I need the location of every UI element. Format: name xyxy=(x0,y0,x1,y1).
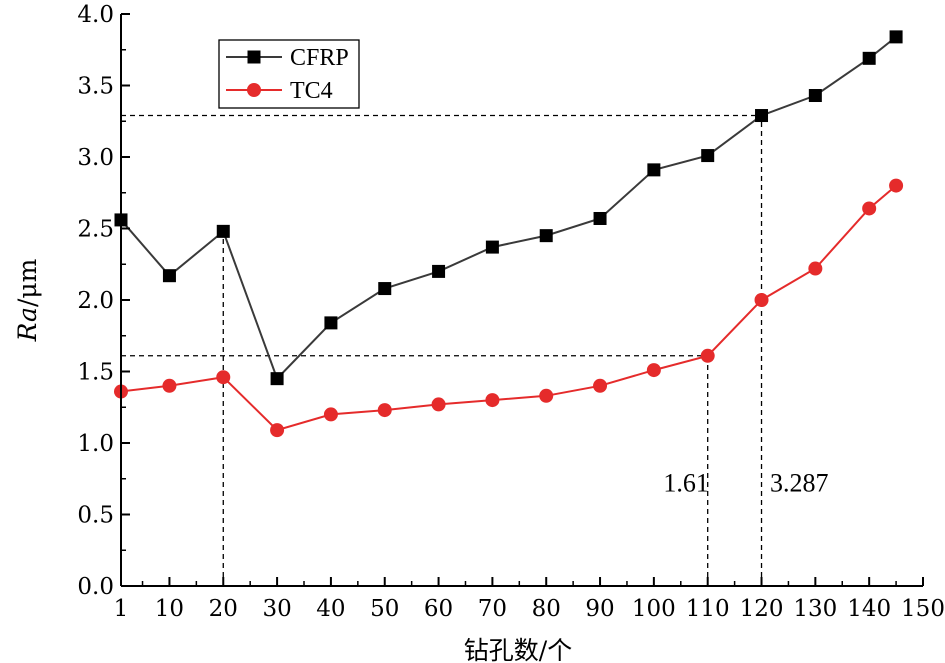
data-point-cfrp xyxy=(216,224,230,238)
x-tick-label: 40 xyxy=(316,596,345,622)
data-point-cfrp xyxy=(755,109,769,123)
x-tick-label: 110 xyxy=(686,596,730,622)
data-point-cfrp xyxy=(808,89,822,103)
y-axis-title: Ra/μm xyxy=(13,258,42,342)
legend-label-tc4: TC4 xyxy=(290,78,333,104)
y-tick-label: 3.5 xyxy=(77,74,114,100)
legend-box xyxy=(218,39,360,109)
data-point-cfrp xyxy=(324,316,338,330)
x-tick-label: 30 xyxy=(262,596,291,622)
data-point-cfrp xyxy=(378,282,392,296)
data-point-tc4 xyxy=(646,363,661,378)
y-tick-label: 3.0 xyxy=(77,145,114,171)
x-tick-label: 50 xyxy=(370,596,399,622)
y-tick-label: 0.0 xyxy=(77,574,114,600)
y-tick-label: 1.5 xyxy=(77,360,114,386)
x-tick-label: 70 xyxy=(478,596,507,622)
y-tick-label: 0.5 xyxy=(77,503,114,529)
data-point-cfrp xyxy=(593,211,607,225)
data-point-tc4 xyxy=(889,178,904,193)
data-point-cfrp xyxy=(432,264,446,278)
data-point-cfrp xyxy=(539,229,553,243)
x-tick-label: 100 xyxy=(632,596,676,622)
data-point-tc4 xyxy=(485,393,500,408)
series-line-cfrp xyxy=(120,36,897,381)
series-layer xyxy=(114,30,904,438)
data-point-tc4 xyxy=(431,397,446,412)
data-point-tc4 xyxy=(270,423,285,438)
y-tick-label: 2.0 xyxy=(77,288,114,314)
data-point-tc4 xyxy=(593,378,608,393)
data-point-cfrp xyxy=(647,163,661,177)
x-tick-label: 150 xyxy=(901,596,945,622)
data-point-cfrp xyxy=(701,149,715,163)
x-tick-label: 140 xyxy=(847,596,891,622)
x-tick-label: 80 xyxy=(532,596,561,622)
reference-lines xyxy=(121,114,763,586)
y-axis-title-symbol: Ra xyxy=(13,307,42,342)
x-tick-label: 20 xyxy=(209,596,238,622)
legend-label-cfrp: CFRP xyxy=(290,45,349,71)
y-tick-label: 2.5 xyxy=(77,217,114,243)
legend-marker-cfrp xyxy=(247,50,261,64)
data-point-cfrp xyxy=(162,269,176,283)
annotation-label: 1.61 xyxy=(663,469,709,498)
x-tick-label: 130 xyxy=(793,596,837,622)
data-point-cfrp xyxy=(889,30,903,44)
y-tick-label: 1.0 xyxy=(77,431,114,457)
data-point-cfrp xyxy=(862,51,876,65)
data-point-tc4 xyxy=(808,261,823,276)
data-point-tc4 xyxy=(377,403,392,418)
legend-marker-tc4 xyxy=(247,83,261,97)
x-tick-label: 10 xyxy=(155,596,184,622)
data-point-tc4 xyxy=(323,407,338,422)
data-point-tc4 xyxy=(700,348,715,363)
data-point-tc4 xyxy=(539,388,554,403)
annotation-label: 3.287 xyxy=(770,469,829,498)
y-tick-label: 4.0 xyxy=(77,2,114,28)
data-point-tc4 xyxy=(754,293,769,307)
x-tick-label: 1 xyxy=(114,596,129,622)
data-point-cfrp xyxy=(270,372,284,386)
x-tick-label: 120 xyxy=(740,596,784,622)
x-tick-label: 60 xyxy=(424,596,453,622)
annotation-layer: 1.61 3.287 xyxy=(663,469,828,498)
x-axis-title: 钻孔数/个 xyxy=(464,636,572,663)
y-axis-title-unit: /μm xyxy=(13,258,42,307)
series-line-tc4 xyxy=(120,184,897,432)
legend: CFRP TC4 xyxy=(218,39,360,109)
data-point-tc4 xyxy=(862,201,877,216)
axes-layer: 0.00.51.01.52.02.53.03.54.01 10 20 30 40 50 60… xyxy=(13,2,945,663)
data-point-tc4 xyxy=(216,370,231,385)
data-point-tc4 xyxy=(162,378,177,393)
data-point-cfrp xyxy=(485,240,499,254)
x-tick-label: 90 xyxy=(585,596,614,622)
